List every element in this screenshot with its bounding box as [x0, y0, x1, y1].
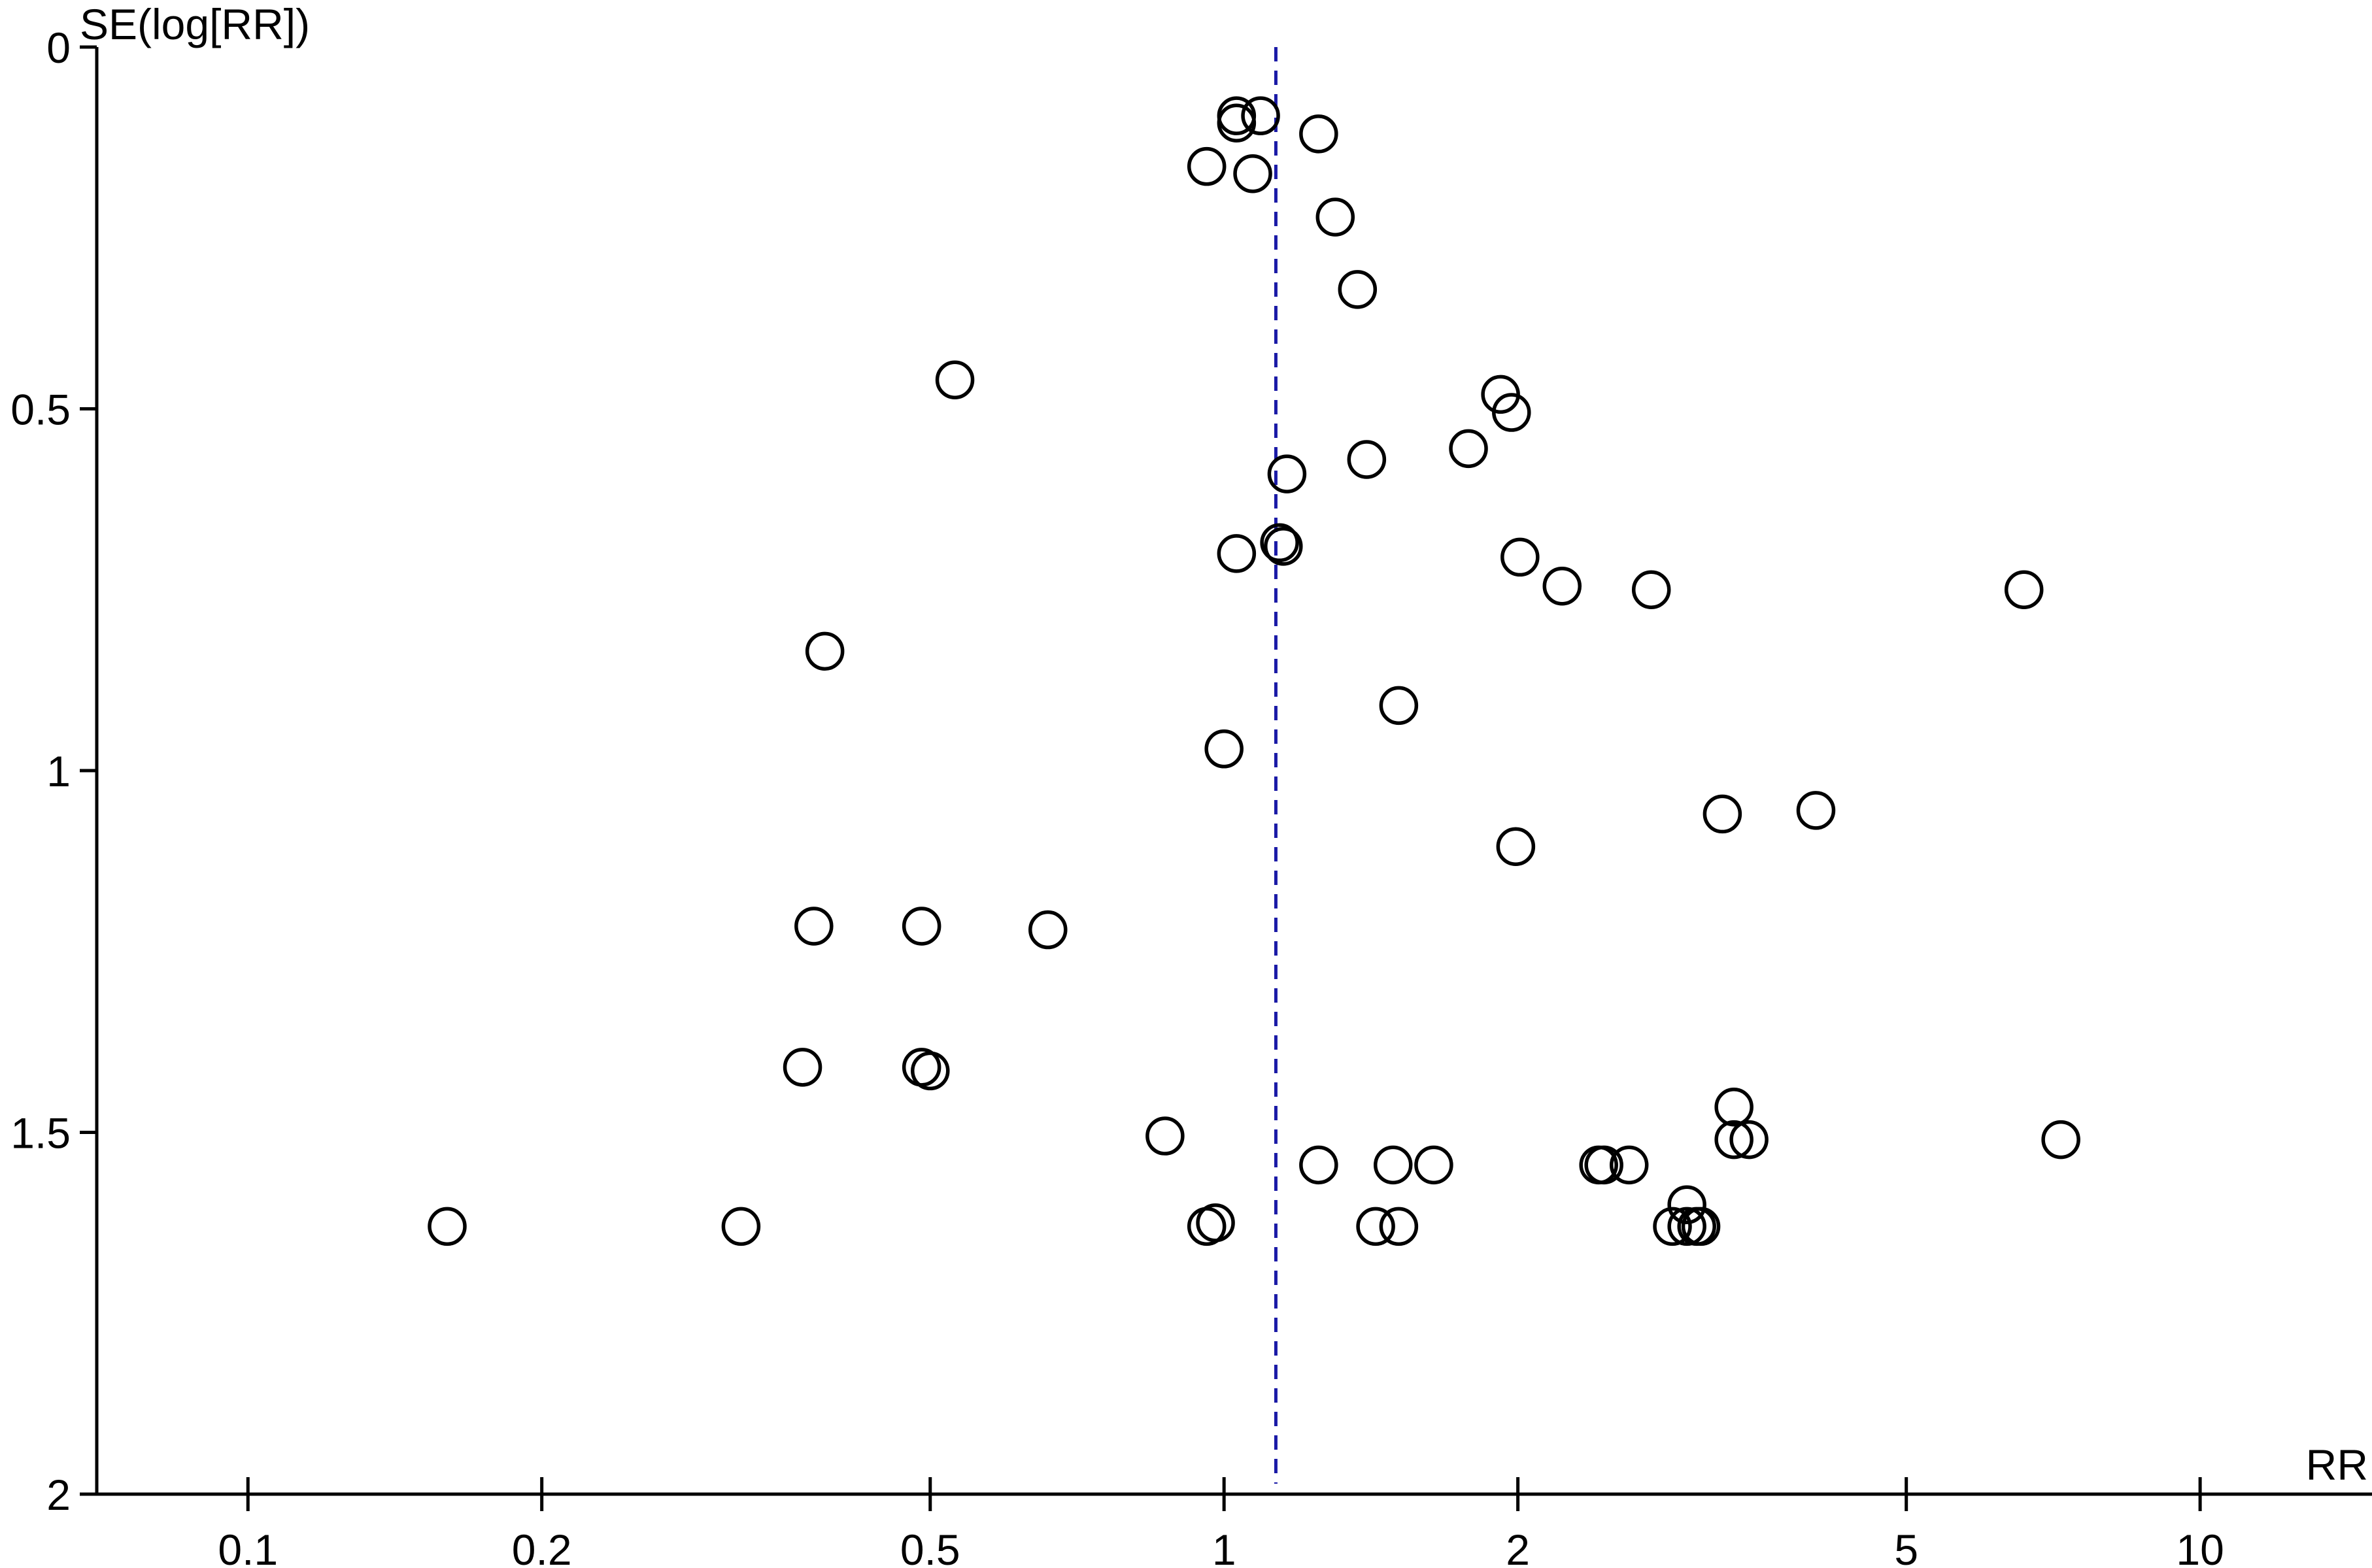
study-point — [1356, 1207, 1395, 1246]
study-point — [1542, 566, 1582, 606]
y-axis-title: SE(log[RR]) — [80, 0, 310, 48]
study-point — [1653, 1207, 1692, 1246]
study-point — [1796, 791, 1836, 830]
study-point — [1609, 1145, 1649, 1185]
x-tick-label: 0.2 — [512, 1526, 572, 1568]
x-tick-label: 10 — [2176, 1526, 2224, 1568]
study-point — [1667, 1185, 1706, 1224]
study-point — [1703, 794, 1742, 834]
study-point — [1241, 96, 1280, 135]
study-point — [2004, 570, 2044, 609]
study-point — [1496, 827, 1536, 866]
y-axis-ticks: 0 0.5 1 1.5 2 — [10, 24, 97, 1519]
y-tick-label: 0.5 — [10, 386, 71, 434]
study-point — [1267, 454, 1307, 493]
y-tick-label: 1 — [46, 747, 71, 795]
study-point — [1338, 270, 1378, 309]
study-point — [911, 1051, 950, 1091]
x-tick-label: 5 — [1894, 1526, 1918, 1568]
study-point — [1667, 1207, 1706, 1246]
study-point — [1028, 910, 1068, 950]
study-points — [428, 96, 2080, 1246]
x-tick-label: 2 — [1506, 1526, 1530, 1568]
study-point — [1729, 1120, 1769, 1159]
study-point — [1204, 729, 1244, 769]
study-point — [1373, 1145, 1413, 1185]
study-point — [1299, 1145, 1338, 1185]
study-point — [1217, 534, 1257, 573]
x-tick-label: 1 — [1212, 1526, 1236, 1568]
study-point — [1379, 686, 1419, 726]
study-point — [1414, 1145, 1453, 1185]
study-point — [2041, 1120, 2080, 1159]
study-point — [1500, 537, 1540, 577]
study-point — [1347, 440, 1387, 479]
study-point — [794, 907, 834, 946]
study-point — [721, 1207, 761, 1246]
study-point — [1299, 114, 1338, 154]
study-point — [1233, 154, 1272, 193]
study-point — [1681, 1207, 1721, 1246]
x-tick-label: 0.5 — [900, 1526, 960, 1568]
y-tick-label: 2 — [46, 1471, 71, 1519]
study-point — [1584, 1145, 1623, 1185]
study-point — [1492, 393, 1531, 432]
study-point — [1196, 1203, 1235, 1243]
study-point — [935, 360, 975, 399]
y-tick-label: 0 — [46, 24, 71, 72]
study-point — [783, 1048, 822, 1087]
y-tick-label: 1.5 — [10, 1109, 71, 1158]
study-point — [1187, 146, 1227, 186]
x-tick-label: 0.1 — [218, 1526, 278, 1568]
x-axis-title: RR — [2306, 1441, 2368, 1489]
study-point — [428, 1207, 467, 1246]
study-point — [1631, 570, 1671, 609]
study-point — [1260, 523, 1299, 563]
x-axis-ticks: 0.1 0.2 0.5 1 2 5 10 — [218, 1477, 2224, 1568]
study-point — [1315, 197, 1355, 237]
study-point — [1217, 103, 1257, 142]
study-point — [1379, 1207, 1419, 1246]
study-point — [1264, 527, 1303, 566]
study-point — [902, 907, 941, 946]
study-point — [1714, 1120, 1754, 1159]
study-point — [1714, 1088, 1754, 1127]
study-point — [1145, 1116, 1185, 1156]
study-point — [1449, 429, 1488, 469]
study-point — [805, 631, 845, 671]
